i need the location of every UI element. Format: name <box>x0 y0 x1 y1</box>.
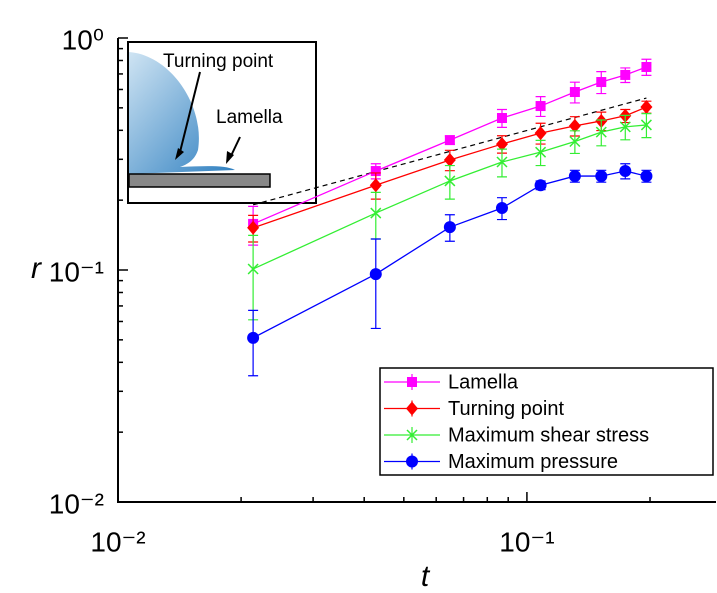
data-point <box>370 207 382 219</box>
series <box>248 58 652 246</box>
data-point <box>495 137 508 152</box>
data-point <box>496 156 508 168</box>
data-point <box>444 135 455 146</box>
data-point <box>640 119 652 131</box>
legend-label: Lamella <box>448 371 519 393</box>
y-tick-label: 10⁰ <box>62 24 104 55</box>
data-point <box>640 170 653 183</box>
series <box>247 163 653 377</box>
data-point <box>619 121 631 133</box>
data-point <box>370 166 381 177</box>
legend-marker <box>406 401 418 416</box>
arrow-head <box>226 151 234 164</box>
legend-label: Maximum shear stress <box>448 424 649 446</box>
arrow <box>179 71 201 153</box>
axis-frame <box>117 38 716 503</box>
droplet <box>129 52 235 174</box>
legend-marker <box>406 429 418 441</box>
inset: Turning point Lamella <box>127 41 317 204</box>
data-point <box>444 175 456 187</box>
data-point <box>568 170 581 183</box>
data-point <box>369 178 382 193</box>
y-axis-label: r <box>31 252 42 285</box>
data-point <box>534 179 547 192</box>
data-point <box>247 331 260 344</box>
error-bar <box>444 164 455 200</box>
data-point <box>595 126 607 138</box>
legend-label: Turning point <box>448 398 564 420</box>
legend-marker <box>407 377 417 387</box>
substrate <box>128 173 271 188</box>
x-axis-label: t <box>421 560 431 593</box>
legend-frame <box>379 367 714 476</box>
data-point <box>534 126 547 141</box>
series <box>247 100 653 243</box>
arrow-head <box>175 148 184 160</box>
data-point <box>595 170 608 183</box>
data-point <box>443 221 456 234</box>
error-bar <box>248 234 259 321</box>
data-point <box>496 113 507 124</box>
data-point <box>535 101 546 112</box>
data-point <box>640 100 653 115</box>
x-tick-label: 10⁻² <box>90 526 145 557</box>
data-point <box>569 135 581 148</box>
data-point <box>620 69 631 80</box>
data-point <box>641 61 652 72</box>
error-bar <box>370 238 381 330</box>
data-point <box>568 118 581 133</box>
y-tick-label: 10⁻¹ <box>49 256 104 287</box>
data-point <box>369 268 382 281</box>
x-tick-label: 10⁻¹ <box>499 526 554 557</box>
data-point <box>495 202 508 215</box>
inset-label: Lamella <box>216 107 283 128</box>
legend-marker <box>406 455 418 468</box>
data-point <box>619 165 632 178</box>
data-point <box>247 263 259 275</box>
data-point <box>443 152 456 167</box>
legend: Lamella Turning point Maximum shear stress… <box>379 367 714 476</box>
y-tick-label: 10⁻² <box>49 488 104 519</box>
reference-line <box>252 97 647 206</box>
data-point <box>596 77 607 88</box>
legend-label: Maximum pressure <box>448 451 618 473</box>
inset-label: Turning point <box>163 51 274 72</box>
data-point <box>535 146 547 158</box>
data-point <box>247 220 260 235</box>
data-point <box>569 87 580 98</box>
